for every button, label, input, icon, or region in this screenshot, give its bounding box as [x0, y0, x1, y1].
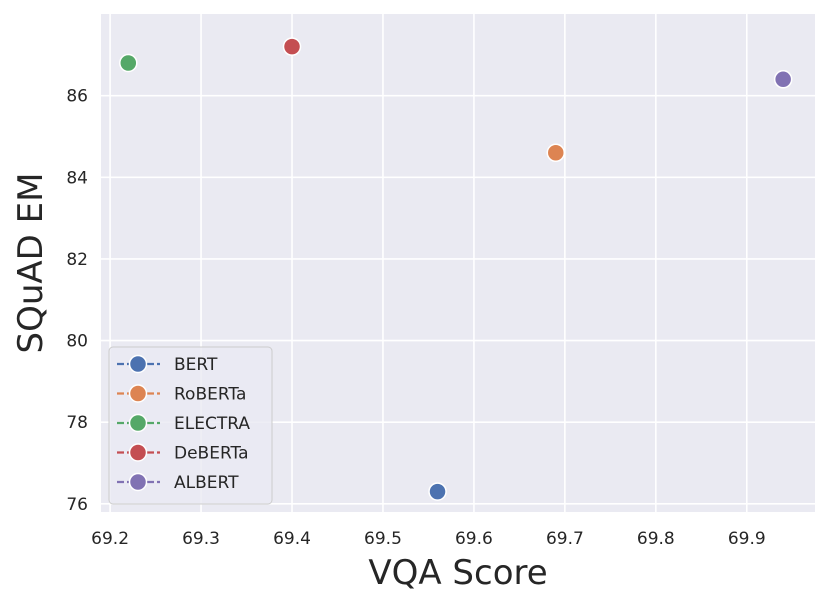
data-points [119, 37, 793, 501]
legend-label-albert: ALBERT [174, 473, 239, 493]
legend-label-roberta: RoBERTa [174, 385, 246, 405]
legend: BERT RoBERTa ELECTRA DeBERTa ALBERT [108, 346, 273, 505]
data-point-roberta [546, 143, 566, 163]
y-tick-labels: 76 78 80 82 84 86 [66, 87, 88, 515]
x-tick-label: 69.9 [728, 529, 766, 549]
x-tick-label: 69.6 [455, 529, 493, 549]
legend-marker-bert [128, 354, 148, 374]
x-tick-label: 69.8 [637, 529, 675, 549]
data-point-bert [428, 482, 447, 501]
legend-marker-roberta [128, 384, 148, 403]
legend-marker-albert [128, 472, 148, 492]
legend-label-bert: BERT [174, 355, 218, 375]
data-point-deberta [282, 37, 302, 56]
x-tick-label: 69.2 [91, 529, 129, 549]
data-point-albert [773, 70, 793, 89]
x-tick-labels: 69.2 69.3 69.4 69.5 69.6 69.7 69.8 69.9 [91, 529, 766, 549]
y-axis-label: SQuAD EM [11, 173, 51, 354]
y-tick-label: 84 [66, 168, 88, 188]
legend-frame [108, 346, 273, 505]
legend-marker-electra [128, 413, 148, 433]
legend-label-electra: ELECTRA [174, 414, 250, 434]
data-point-electra [119, 53, 138, 73]
legend-marker-deberta [128, 443, 148, 462]
y-tick-label: 78 [66, 413, 88, 433]
y-tick-label: 82 [66, 250, 88, 270]
x-tick-label: 69.4 [273, 529, 311, 549]
y-tick-label: 76 [66, 495, 88, 515]
x-tick-label: 69.5 [364, 529, 402, 549]
y-tick-label: 86 [66, 87, 88, 107]
x-axis-label: VQA Score [368, 553, 547, 593]
x-tick-label: 69.7 [546, 529, 584, 549]
legend-label-deberta: DeBERTa [174, 444, 249, 464]
y-tick-label: 80 [66, 332, 88, 352]
x-tick-label: 69.3 [182, 529, 220, 549]
